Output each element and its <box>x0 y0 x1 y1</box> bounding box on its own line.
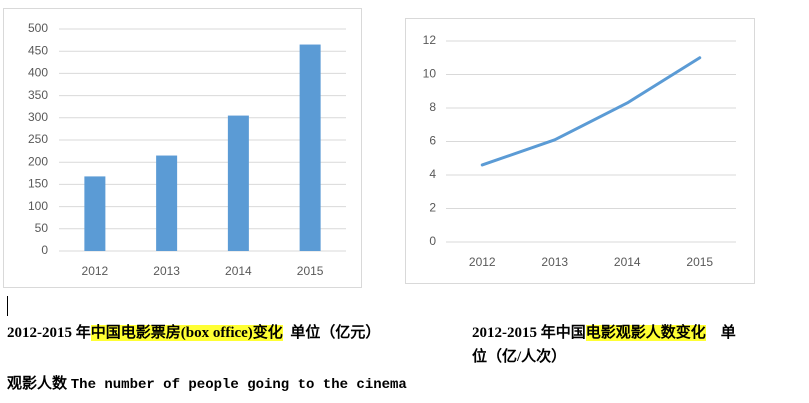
audience-caption: 2012-2015 年中国电影观影人数变化 单 <box>472 323 736 343</box>
audience-chart-svg: 0 2 4 6 8 10 12 2012 2013 2014 2015 <box>423 33 736 269</box>
box-office-caption: 2012-2015 年中国电影票房(box office)变化 单位（亿元） <box>7 323 380 343</box>
y-tick-label: 8 <box>429 100 436 114</box>
x-tick-label: 2012 <box>82 264 109 278</box>
audience-caption-title: 电影观影人数变化 <box>585 325 706 341</box>
x-tick-label: 2013 <box>541 255 568 269</box>
x-tick-label: 2012 <box>469 255 496 269</box>
box-office-caption-prefix: 2012-2015 年 <box>7 325 91 341</box>
x-tick-label: 2015 <box>686 255 713 269</box>
box-office-caption-unit: 单位（亿元） <box>290 325 381 341</box>
box-office-chart-svg: 0 50 100 150 200 250 300 350 400 450 500 2012 2013 20… <box>28 21 346 278</box>
y-tick-label: 450 <box>28 43 48 57</box>
box-office-caption-title: 中国电影票房(box office)变化 <box>90 325 283 341</box>
y-tick-label: 12 <box>423 33 437 47</box>
audience-series-line <box>480 56 702 167</box>
y-tick-label: 100 <box>28 199 48 213</box>
x-tick-label: 2015 <box>297 264 324 278</box>
text-cursor <box>7 296 8 316</box>
audience-caption-unit-rest: 位（亿/人次） <box>472 349 567 365</box>
y-tick-label: 0 <box>429 234 436 248</box>
x-tick-label: 2014 <box>225 264 252 278</box>
y-tick-label: 0 <box>41 243 48 257</box>
y-tick-label: 200 <box>28 154 48 168</box>
y-tick-label: 300 <box>28 110 48 124</box>
y-tick-label: 6 <box>429 134 436 148</box>
bar-2012 <box>84 176 106 251</box>
y-tick-label: 10 <box>423 67 437 81</box>
y-tick-label: 50 <box>35 221 49 235</box>
bar-2013 <box>156 155 178 251</box>
x-tick-label: 2014 <box>614 255 641 269</box>
audience-line-chart: 0 2 4 6 8 10 12 2012 2013 2014 2015 <box>405 18 755 284</box>
y-tick-label: 500 <box>28 21 48 35</box>
audience-caption-zh: 观影人数 <box>7 376 68 392</box>
y-tick-label: 150 <box>28 177 48 191</box>
audience-english-caption: 观影人数 The number of people going to the c… <box>7 374 407 395</box>
y-tick-label: 350 <box>28 88 48 102</box>
audience-caption-prefix: 2012-2015 年中国 <box>472 325 586 341</box>
x-tick-label: 2013 <box>153 264 180 278</box>
bar-2015 <box>299 44 321 251</box>
audience-caption-unit-start: 单 <box>720 325 736 341</box>
box-office-bar-chart: 0 50 100 150 200 250 300 350 400 450 500 2012 2013 20… <box>3 8 362 288</box>
audience-caption-unit-line: 位（亿/人次） <box>472 347 566 367</box>
y-tick-label: 250 <box>28 132 48 146</box>
y-tick-label: 2 <box>429 201 436 215</box>
y-tick-label: 400 <box>28 66 48 80</box>
y-tick-label: 4 <box>429 167 436 181</box>
bar-2014 <box>227 115 249 251</box>
audience-caption-en: The number of people going to the cinema <box>70 377 407 393</box>
